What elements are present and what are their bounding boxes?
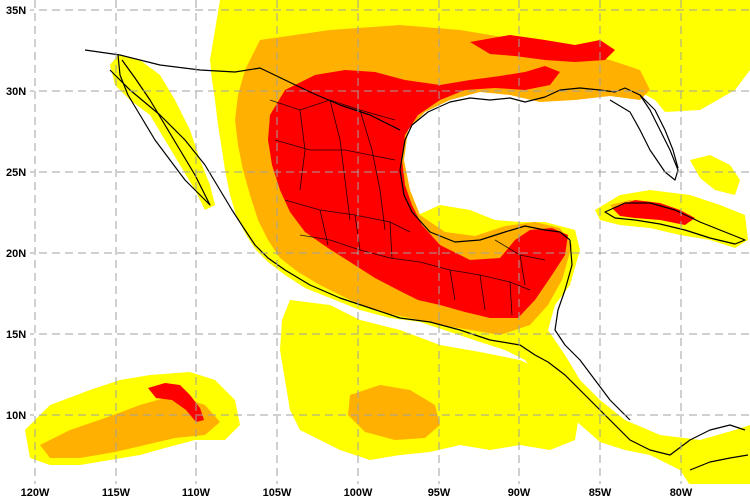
lon-tick-label: 100W — [344, 487, 373, 499]
lon-tick-label: 80W — [670, 487, 693, 499]
lat-tick-label: 10N — [6, 410, 26, 422]
lat-tick-label: 15N — [6, 329, 26, 341]
baja-california-coast — [117, 54, 211, 206]
red-cuba-patch — [612, 200, 695, 225]
cuba-island — [604, 202, 746, 245]
lat-tick-label: 30N — [6, 86, 26, 98]
state-border-layer — [269, 99, 546, 316]
lat-axis-labels: 35N 30N 25N 20N 15N 10N — [0, 2, 30, 422]
graticule-layer — [0, 0, 750, 484]
orange-pacific-west-blob — [40, 395, 220, 458]
lat-tick-label: 25N — [6, 167, 26, 179]
lon-tick-label: 115W — [102, 487, 131, 499]
south-america-coast — [689, 454, 749, 471]
lon-axis-labels: 120W 115W 110W 105W 100W 95W 90W 85W 80W — [0, 484, 750, 500]
mexico-gulf-coast — [399, 139, 571, 243]
lon-tick-label: 85W — [589, 487, 612, 499]
state-lines-north — [269, 99, 396, 231]
lon-tick-label: 110W — [182, 487, 211, 499]
lat-tick-label: 20N — [6, 248, 26, 260]
lon-tick-label: 120W — [21, 487, 50, 499]
lon-tick-label: 105W — [263, 487, 292, 499]
yellow-florida-keys — [690, 155, 740, 195]
yellow-baja-strip — [110, 55, 215, 210]
central-america-coast — [547, 361, 746, 456]
red-mexico-core — [268, 66, 568, 318]
lat-tick-label: 35N — [6, 5, 26, 17]
us-mexico-border — [84, 49, 401, 131]
red-pacific-blob — [148, 383, 204, 422]
mexico-pacific-coast — [109, 69, 549, 363]
orange-pacific-south-blob — [348, 385, 440, 440]
red-field-layer — [148, 35, 695, 422]
lon-tick-label: 95W — [428, 487, 451, 499]
state-lines-south — [419, 239, 546, 316]
red-us-south-patch — [470, 35, 615, 62]
caribbean-coast — [554, 239, 631, 421]
florida-peninsula — [639, 94, 679, 169]
state-lines-central — [284, 199, 421, 263]
lon-tick-label: 90W — [508, 487, 531, 499]
